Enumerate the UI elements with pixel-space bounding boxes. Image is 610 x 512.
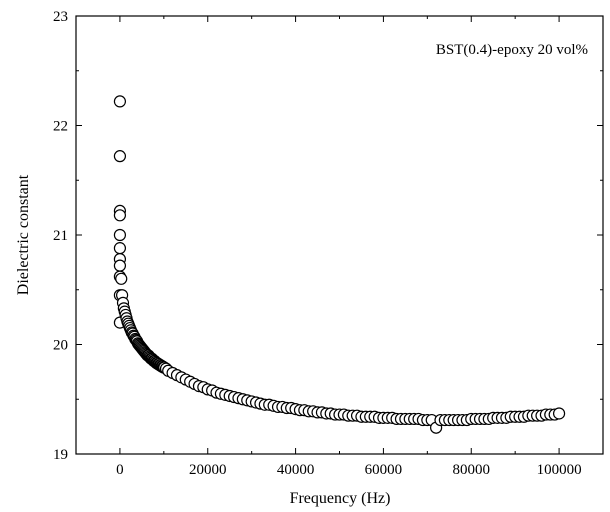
data-point [552, 407, 566, 420]
data-point [113, 209, 127, 222]
x-tick-label: 80000 [453, 462, 491, 478]
y-tick-label: 21 [53, 228, 68, 244]
x-tick-label: 60000 [365, 462, 403, 478]
plot-frame [75, 15, 604, 455]
y-tick-label: 20 [53, 338, 68, 354]
x-axis-title: Frequency (Hz) [290, 490, 391, 507]
y-axis-ticks: 19 20 21 22 23 [53, 9, 603, 463]
data-points [113, 95, 566, 434]
data-point [113, 150, 127, 163]
x-tick-label: 0 [116, 462, 124, 478]
y-tick-label: 23 [53, 9, 68, 25]
x-axis-ticks: 0 20000 40000 60000 80000 100000 [116, 16, 582, 478]
chart-annotation: BST(0.4)-epoxy 20 vol% [436, 42, 588, 58]
x-tick-label: 100000 [537, 462, 582, 478]
data-point [113, 228, 127, 242]
y-tick-label: 19 [53, 447, 68, 463]
x-tick-label: 40000 [277, 462, 315, 478]
x-tick-label: 20000 [189, 462, 227, 478]
y-tick-label: 22 [53, 119, 68, 135]
data-point [113, 259, 127, 272]
y-axis-title: Dielectric constant [15, 174, 32, 295]
data-point [115, 272, 128, 285]
data-point [113, 95, 127, 108]
data-point [113, 242, 127, 255]
